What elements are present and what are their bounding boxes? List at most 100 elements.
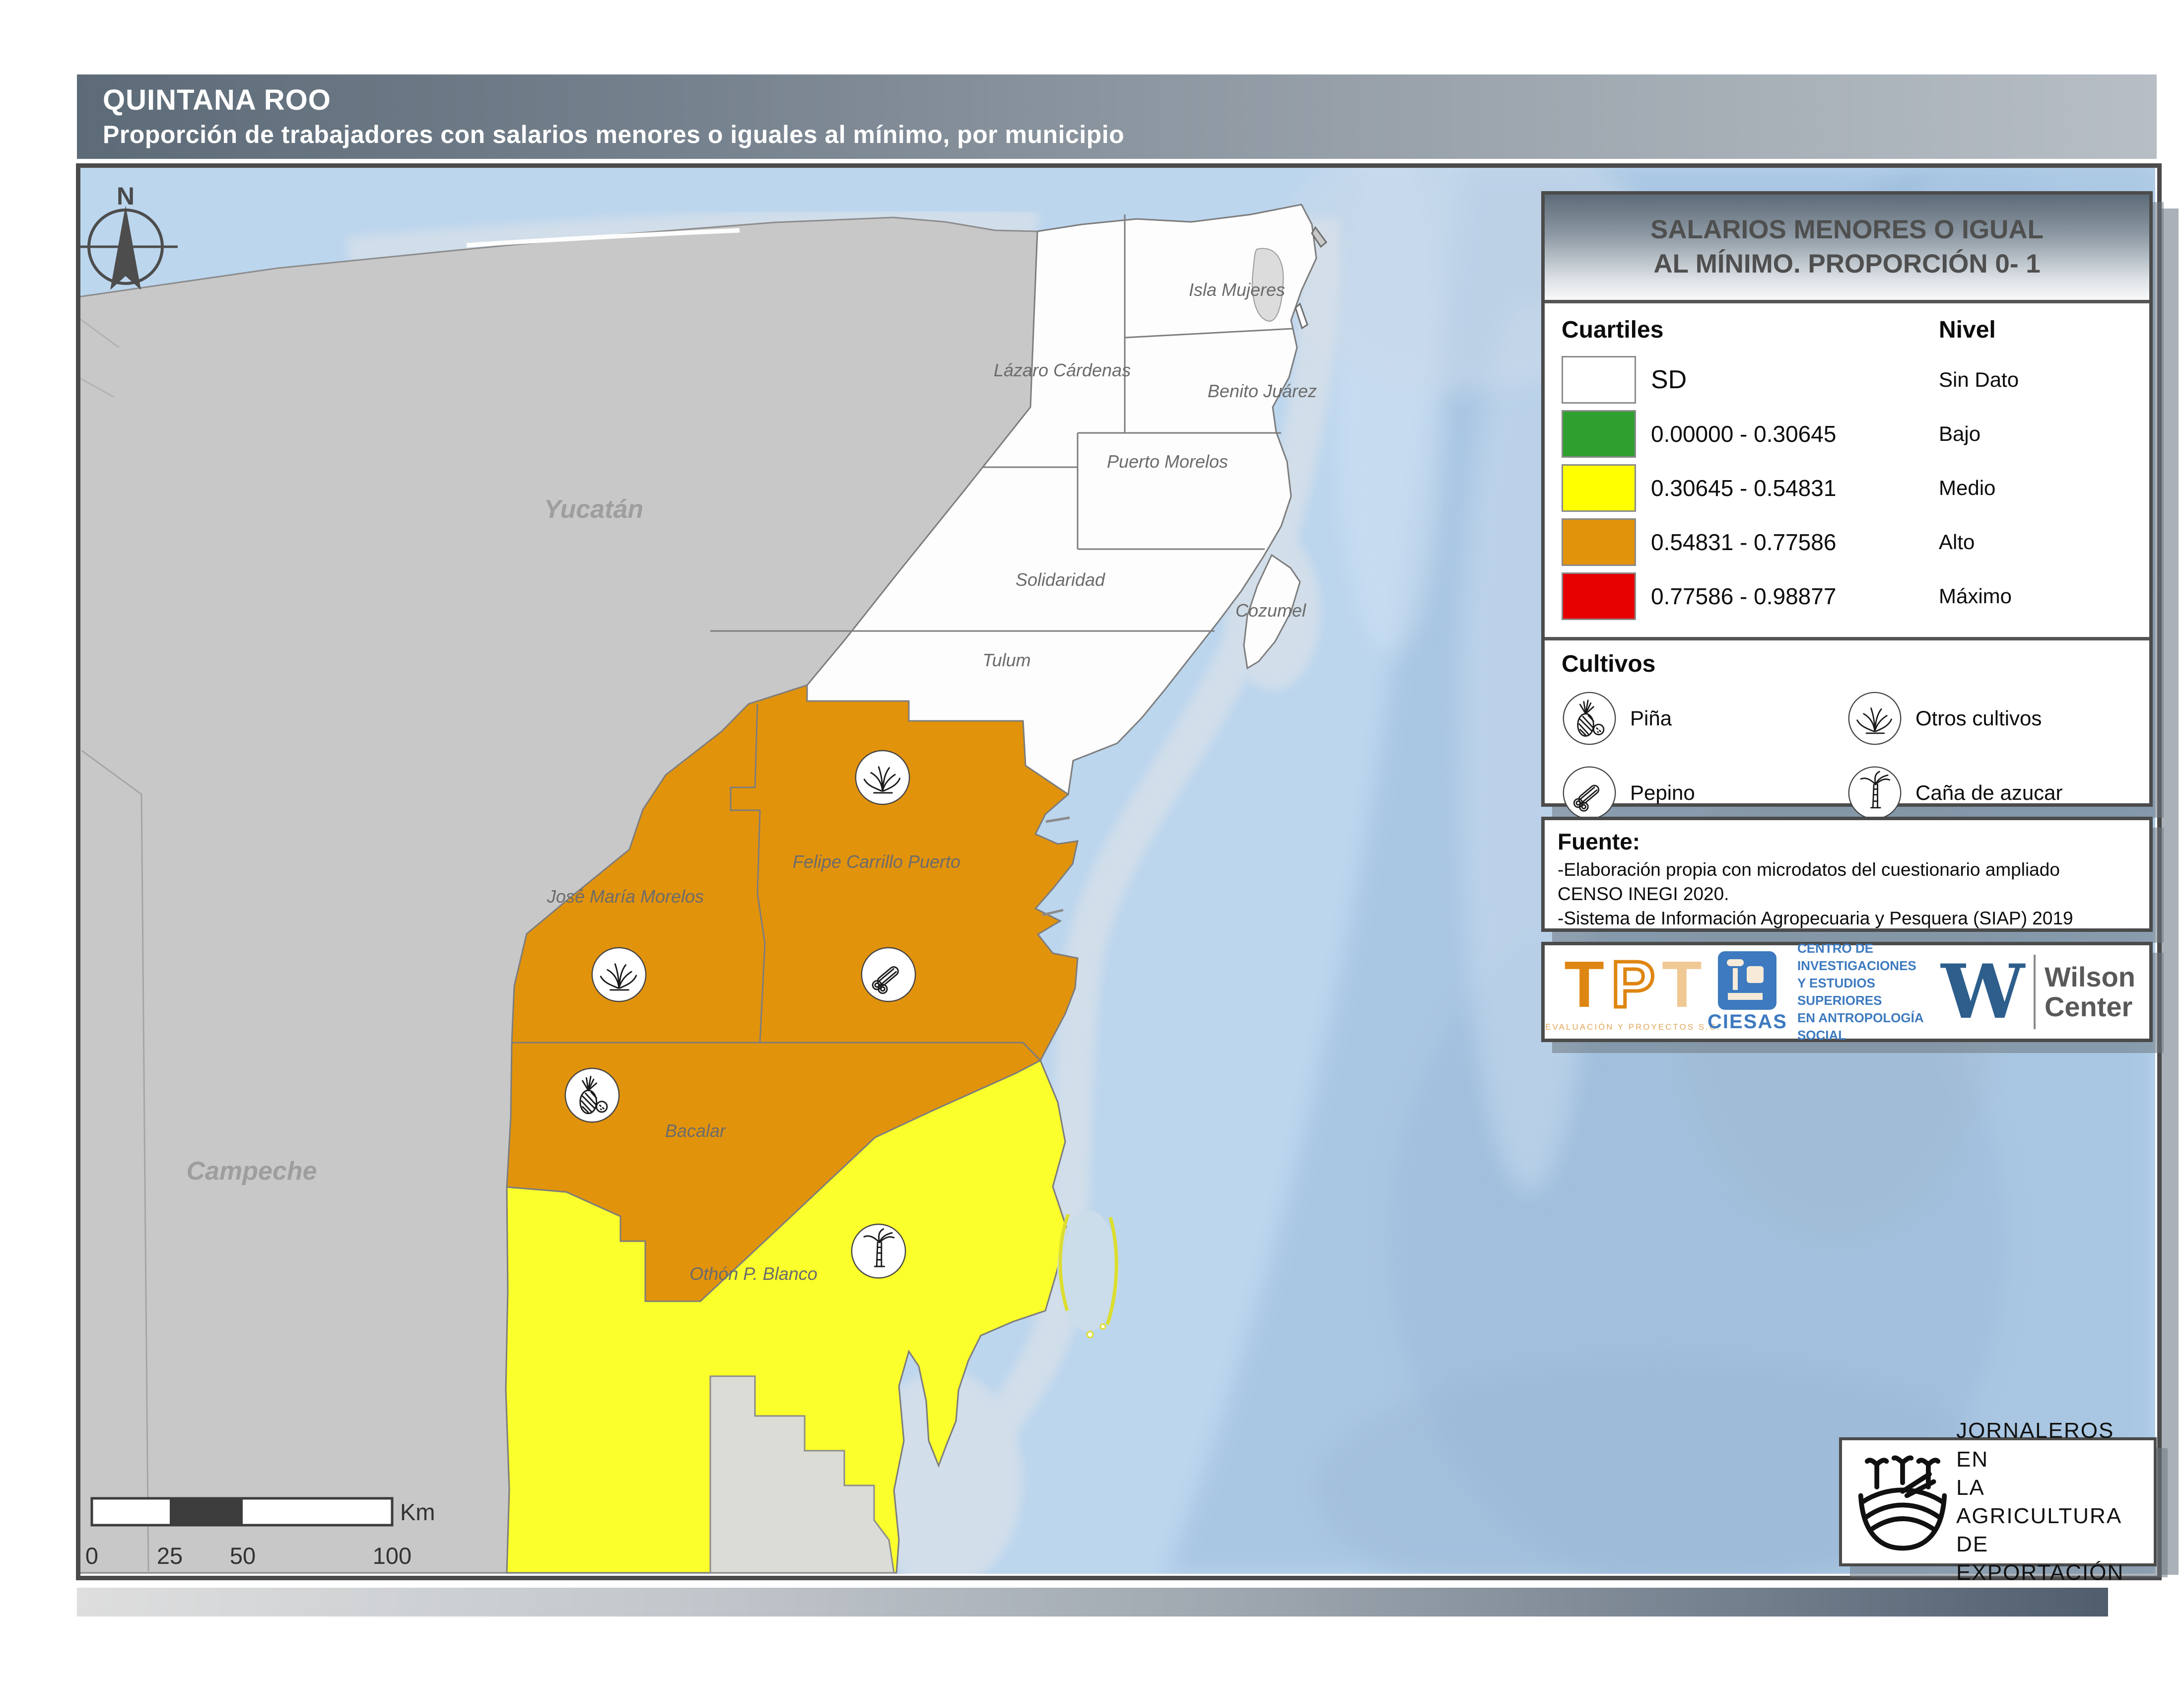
municipal-borders: [512, 214, 1293, 1061]
jornaleros-line3: DE EXPORTACIÓN: [1956, 1532, 2124, 1585]
legend-cultivos: Cultivos Piña Otros cultivos Pepino Caña…: [1545, 637, 2149, 831]
cultivo-pina-label: Piña: [1630, 706, 1672, 730]
other-crops-icon: [1847, 691, 1903, 746]
fuente-panel: Fuente: -Elaboración propia con microdat…: [1541, 817, 2153, 932]
cultivo-cana-label: Caña de azucar: [1915, 781, 2063, 804]
other-crops-icon: [855, 750, 910, 805]
state-boundary-line: [81, 750, 149, 1572]
wilson-w-icon: W: [1941, 948, 2025, 1036]
cultivo-pepino: Pepino: [1562, 765, 1847, 821]
range-bajo: 0.00000 - 0.30645: [1651, 421, 1837, 447]
legend-header-line2: AL MÍNIMO. PROPORCIÓN 0- 1: [1653, 249, 2041, 279]
page-title: QUINTANA ROO: [103, 84, 331, 116]
swatch-sd: [1562, 355, 1636, 404]
scale-bar: 0 25 50 100 Km: [85, 1497, 435, 1569]
yucatan-municipal-lines: [78, 317, 120, 398]
ciesas-logo: CIESAS CENTRO DE INVESTIGACIONES Y ESTUD…: [1707, 940, 1941, 1045]
label-jose-maria-morelos: José María Morelos: [546, 886, 704, 907]
scale-0: 0: [85, 1543, 98, 1569]
legend-row-alto: 0.54831 - 0.77586 Alto: [1562, 515, 2132, 569]
cucumber-icon: [861, 947, 916, 1002]
fuente-line2: CENSO INEGI 2020.: [1558, 883, 1729, 904]
page-subtitle: Proporción de trabajadores con salarios …: [103, 121, 1125, 148]
wilson-line1: Wilson: [2044, 961, 2135, 992]
nivel-bajo: Bajo: [1939, 422, 1981, 445]
swatch-alto: [1562, 518, 1636, 566]
nivel-maximo: Máximo: [1939, 584, 2012, 608]
tpt-letter-p: P: [1609, 948, 1656, 1021]
other-crops-icon: [591, 947, 647, 1002]
label-solidaridad: Solidaridad: [1016, 569, 1105, 590]
wilson-divider: [2033, 955, 2036, 1029]
ciesas-pictogram-icon: [1718, 951, 1777, 1010]
legend-cuartiles: Cuartiles Nivel SD Sin Dato 0.00000 - 0.…: [1545, 303, 2149, 637]
tpt-letter-t2: T: [1662, 948, 1702, 1021]
pineapple-icon: [1562, 691, 1617, 746]
pineapple-icon: [564, 1067, 620, 1123]
north-arrow: N: [78, 182, 178, 290]
scale-100: 100: [373, 1543, 411, 1569]
title-bar: QUINTANA ROO Proporción de trabajadores …: [77, 74, 2157, 159]
region-medio-block: [505, 1059, 1069, 1574]
cultivo-otros: Otros cultivos: [1847, 691, 2132, 746]
cultivo-cana: Caña de azucar: [1847, 765, 2132, 821]
ciesas-line3: EN ANTROPOLOGÍA SOCIAL: [1797, 1010, 1923, 1043]
cultivo-otros-label: Otros cultivos: [1915, 706, 2042, 730]
nivel-title: Nivel: [1939, 317, 1996, 343]
fuente-line1: -Elaboración propia con microdatos del c…: [1558, 859, 2060, 880]
scale-25: 25: [157, 1543, 183, 1569]
label-isla-mujeres: Isla Mujeres: [1189, 280, 1285, 300]
region-belize: [709, 1375, 895, 1574]
label-tulum: Tulum: [982, 650, 1030, 670]
state-labels: Yucatán Campeche: [187, 495, 644, 1186]
jornaleros-line1: JORNALEROS EN: [1956, 1418, 2115, 1472]
legend-row-sd: SD Sin Dato: [1562, 352, 2132, 407]
fuente-line3: -Sistema de Información Agropecuaria y P…: [1558, 908, 2073, 928]
cucumber-icon: [1562, 765, 1617, 821]
legend-row-medio: 0.30645 - 0.54831 Medio: [1562, 461, 2132, 515]
scale-unit: Km: [400, 1499, 435, 1525]
label-felipe-carrillo-puerto: Felipe Carrillo Puerto: [793, 851, 960, 872]
sugarcane-icon: [851, 1223, 906, 1279]
cultivos-title: Cultivos: [1562, 651, 1656, 677]
cultivo-pina: Piña: [1562, 691, 1847, 746]
bottom-gradient-bar: [77, 1588, 2108, 1617]
legend-panel: SALARIOS MENORES O IGUAL AL MÍNIMO. PROP…: [1541, 191, 2153, 807]
scale-50: 50: [230, 1543, 256, 1569]
cultivo-pepino-label: Pepino: [1630, 781, 1695, 804]
range-sd: SD: [1651, 365, 1687, 394]
nivel-sd: Sin Dato: [1939, 367, 2019, 391]
legend-header: SALARIOS MENORES O IGUAL AL MÍNIMO. PROP…: [1545, 195, 2149, 303]
svg-text:N: N: [117, 182, 135, 210]
swatch-medio: [1562, 464, 1636, 512]
legend-header-line1: SALARIOS MENORES O IGUAL: [1650, 215, 2044, 245]
wilson-center-logo: W Wilson Center: [1941, 955, 2135, 1029]
legend-row-bajo: 0.00000 - 0.30645 Bajo: [1562, 407, 2132, 461]
cuartiles-title: Cuartiles: [1562, 317, 1664, 343]
swatch-maximo: [1562, 572, 1636, 620]
ciesas-acronym: CIESAS: [1707, 1010, 1787, 1033]
range-alto: 0.54831 - 0.77586: [1651, 529, 1837, 555]
label-campeche: Campeche: [187, 1157, 317, 1186]
label-cozumel: Cozumel: [1235, 600, 1306, 621]
label-benito-juarez: Benito Juárez: [1208, 381, 1317, 401]
sugarcane-icon: [1847, 765, 1903, 821]
jornaleros-panel: JORNALEROS EN LA AGRICULTURA DE EXPORTAC…: [1839, 1418, 2157, 1585]
wilson-line2: Center: [2044, 991, 2133, 1022]
range-medio: 0.30645 - 0.54831: [1651, 475, 1837, 501]
label-puerto-morelos: Puerto Morelos: [1107, 451, 1228, 472]
legend-row-maximo: 0.77586 - 0.98877 Máximo: [1562, 569, 2132, 623]
swatch-bajo: [1562, 410, 1636, 458]
fuente-title: Fuente:: [1558, 829, 1640, 854]
nivel-medio: Medio: [1939, 476, 1996, 499]
logos-panel: T P T EVALUACIÓN Y PROYECTOS S.C. CIESAS…: [1541, 940, 2153, 1045]
field-logo-icon: [1858, 1455, 1947, 1550]
label-lazaro-cardenas: Lázaro Cárdenas: [994, 360, 1131, 380]
tpt-logo: T P T EVALUACIÓN Y PROYECTOS S.C.: [1545, 948, 1719, 1032]
municipality-labels: Isla Mujeres Lázaro Cárdenas Benito Juár…: [546, 280, 1317, 1284]
banco-chinchorro: [1057, 1210, 1119, 1338]
label-yucatan: Yucatán: [544, 495, 643, 524]
tpt-subtitle: EVALUACIÓN Y PROYECTOS S.C.: [1545, 1022, 1721, 1032]
tpt-letter-t1: T: [1564, 948, 1604, 1021]
